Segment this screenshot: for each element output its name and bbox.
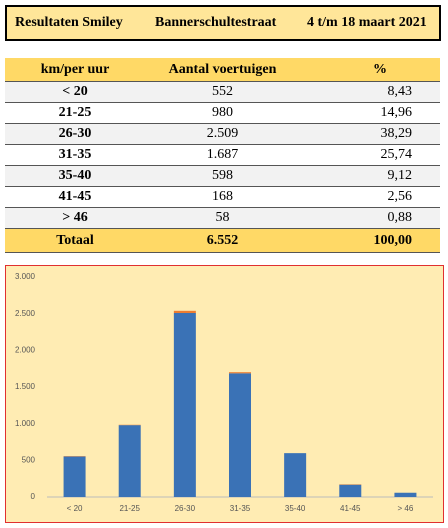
bar [63,456,86,497]
y-tick-label: 1.500 [15,382,36,391]
table-cell: 26-30 [5,123,145,145]
chart: 0 500 1.000 1.500 2.000 2.500 3.000 < 20 21-25 26… [5,265,444,523]
y-tick-label: 0 [31,492,36,501]
x-tick-label: < 20 [67,504,83,513]
table-cell: 6.552 [145,228,300,253]
x-tick-label: 26-30 [175,504,196,513]
table-cell: 35-40 [5,165,145,187]
y-tick-label: 500 [22,455,36,464]
table-cell: 598 [145,165,300,187]
table-cell: 552 [145,81,300,103]
table-cell: 980 [145,102,300,124]
table-cell: 168 [145,186,300,208]
table-cell: 100,00 [300,228,440,253]
header-title: Resultaten Smiley [15,15,123,30]
bar [229,372,251,374]
x-tick-label: 41-45 [340,504,361,513]
table-row: Totaal 6.552 100,00 [5,228,440,253]
table-cell: 21-25 [5,102,145,124]
table-cell: 41-45 [5,186,145,208]
bar [229,373,251,497]
table-cell: % [300,58,440,82]
table-cell: 8,43 [300,81,440,103]
table-row: < 20 552 8,43 [5,81,440,103]
x-tick-label: 31-35 [230,504,251,513]
header-street: Bannerschultestraat [155,15,277,30]
x-tick-label: 35-40 [285,504,306,513]
table-cell: Totaal [5,228,145,253]
x-tick-label: > 46 [398,504,414,513]
table-row: 26-30 2.509 38,29 [5,123,440,145]
table-row: 21-25 980 14,96 [5,102,440,124]
table-cell: 9,12 [300,165,440,187]
bar [339,484,362,497]
header-period: 4 t/m 18 maart 2021 [307,15,427,30]
bar [173,310,196,314]
table-cell: 1.687 [145,144,300,166]
y-tick-label: 3.000 [15,272,36,281]
table-row: 31-35 1.687 25,74 [5,144,440,166]
y-tick-label: 1.000 [15,419,36,428]
table-cell: 38,29 [300,123,440,145]
y-tick-label: 2.500 [15,309,36,318]
table-row: km/per uur Aantal voertuigen% [5,58,440,82]
table-cell: 0,88 [300,207,440,229]
header: Resultaten Smiley Bannerschultestraat 4 … [5,5,441,41]
results-table: km/per uur Aantal voertuigen% < 20 552 8,43 2… [5,58,440,253]
table-row: > 46 58 0,88 [5,207,440,229]
table-row: 35-40 598 9,12 [5,165,440,187]
table-cell: Aantal voertuigen [145,58,300,82]
table-cell: > 46 [5,207,145,229]
x-tick-label: 21-25 [119,504,140,513]
table-row: 41-45 168 2,56 [5,186,440,208]
bar [394,492,417,497]
bar [173,313,196,497]
table-cell: 2.509 [145,123,300,145]
table-cell: 14,96 [300,102,440,124]
bar [284,453,307,497]
table-cell: 2,56 [300,186,440,208]
table-cell: < 20 [5,81,145,103]
table-cell: 58 [145,207,300,229]
table-cell: 25,74 [300,144,440,166]
bar [118,425,141,497]
y-tick-label: 2.000 [15,345,36,354]
table-cell: 31-35 [5,144,145,166]
table-cell: km/per uur [5,58,145,82]
